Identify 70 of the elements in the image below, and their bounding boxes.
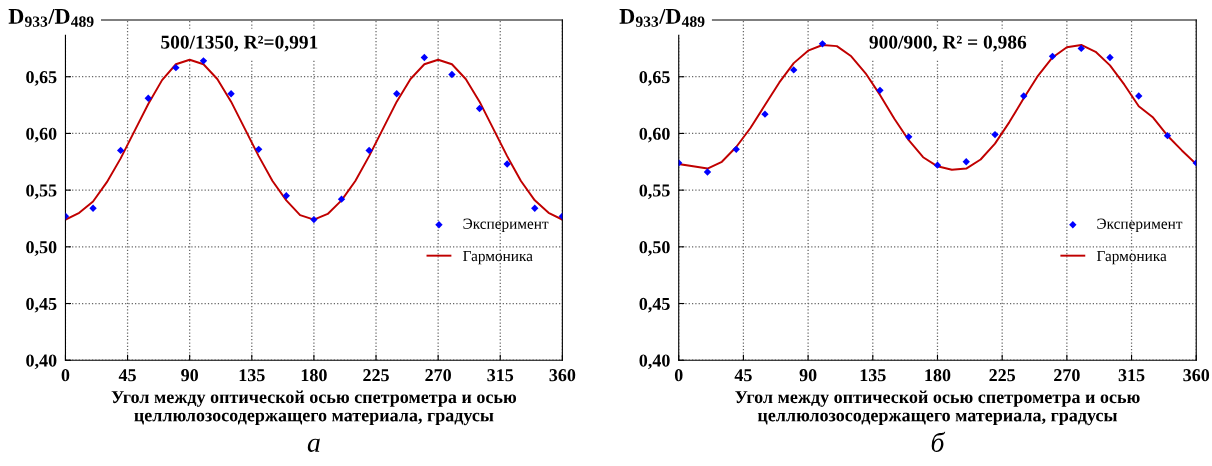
point — [962, 158, 970, 166]
point — [144, 94, 152, 102]
point — [531, 204, 539, 212]
point — [703, 168, 712, 176]
point — [116, 146, 125, 155]
point — [282, 192, 290, 200]
x-axis-title: Угол между оптической осью спетрометра и осью целлюлозосодержащего материала, градусы — [111, 390, 517, 426]
x-tick-label: 45 — [118, 369, 136, 382]
y-tick-label: 0,45 — [639, 297, 670, 313]
point — [933, 161, 942, 169]
point — [393, 90, 401, 98]
x-tick-label: 180 — [925, 369, 951, 382]
point — [905, 133, 913, 141]
point — [310, 215, 318, 224]
annotation: 900/900, R² = 0,986 — [869, 35, 1027, 52]
y-tick-label: 0,50 — [26, 241, 57, 256]
point — [1077, 44, 1085, 53]
point — [448, 70, 456, 79]
y-tick-label: 0,55 — [26, 184, 57, 200]
point — [475, 104, 484, 113]
x-tick-label: 90 — [799, 369, 817, 382]
y-axis-title: D$_{933}$/D$_{489}$ — [8, 9, 94, 27]
x-tick-label: 135 — [239, 369, 265, 382]
point — [420, 53, 429, 62]
point — [818, 40, 827, 48]
point — [365, 146, 373, 155]
x-tick-label: 225 — [989, 369, 1016, 382]
point — [227, 90, 235, 98]
y-tick-label: 0,45 — [26, 297, 57, 313]
y-tick-label: 0,60 — [26, 127, 57, 143]
point — [1106, 53, 1114, 62]
point — [172, 63, 180, 72]
y-tick-label: 0,50 — [639, 241, 670, 256]
point — [255, 145, 263, 153]
point — [876, 86, 884, 95]
x-tick-label: 135 — [860, 369, 886, 382]
text: а — [307, 438, 320, 452]
x-tick-label: 360 — [1183, 369, 1210, 382]
x-tick-label: 225 — [363, 369, 389, 382]
y-tick-label: 0,40 — [26, 354, 57, 370]
x-tick-label: 180 — [301, 369, 327, 382]
y-tick-label: 0,60 — [639, 127, 670, 143]
x-tick-label: 45 — [734, 369, 752, 382]
x-tick-label: 315 — [487, 369, 514, 382]
point — [1048, 52, 1057, 60]
point — [991, 130, 999, 139]
x-tick-label: 0 — [674, 369, 683, 382]
x-axis-title: Угол между оптической осью спетрометра и осью целлюлозосодержащего материала, градусы — [735, 390, 1140, 426]
point — [732, 145, 740, 153]
y-tick-label: 0,40 — [639, 354, 670, 370]
point — [1163, 132, 1172, 140]
y-tick-label: 0,65 — [639, 70, 670, 86]
x-tick-label: 270 — [1054, 369, 1080, 382]
legend-label: Эксперимент — [463, 218, 549, 232]
y-axis-title: D$_{933}$/D$_{489}$ — [619, 9, 705, 27]
annotation: 500/1350, R²=0,991 — [161, 35, 318, 52]
y-tick-label: 0,65 — [26, 70, 57, 86]
point — [199, 57, 208, 65]
legend-label: Гармоника — [1096, 251, 1167, 265]
x-tick-label: 0 — [61, 369, 70, 382]
x-tick-label: 270 — [425, 369, 451, 382]
y-tick-label: 0,55 — [639, 184, 670, 200]
x-tick-label: 90 — [181, 369, 199, 382]
x-tick-label: 360 — [549, 369, 576, 382]
point — [790, 66, 798, 74]
point — [337, 195, 346, 203]
legend-label: Гармоника — [463, 251, 533, 265]
x-tick-label: 315 — [1118, 369, 1145, 382]
text: б — [931, 431, 946, 452]
legend-label: Эксперимент — [1097, 218, 1183, 232]
